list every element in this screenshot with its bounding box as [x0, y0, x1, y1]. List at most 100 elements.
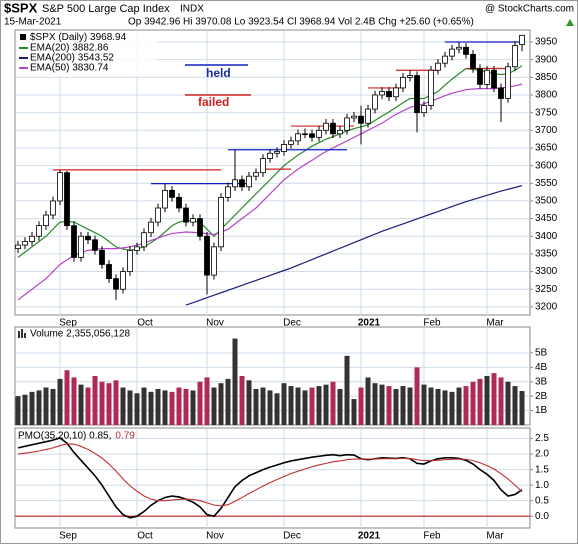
- candle-body: [449, 48, 455, 57]
- candle-body: [43, 214, 49, 227]
- volume-bar: [99, 381, 105, 425]
- candle-body: [491, 69, 497, 89]
- candle-body: [344, 117, 350, 131]
- candle-body: [15, 244, 21, 250]
- volume-bar: [162, 390, 168, 425]
- x-tick-label: Oct: [137, 318, 153, 329]
- candle-body: [358, 115, 364, 124]
- candle-body: [36, 225, 42, 237]
- y-tick-label: 3250: [535, 284, 558, 295]
- candle-body: [281, 144, 287, 152]
- x-tick-label: Mar: [486, 531, 504, 542]
- volume-bar: [274, 393, 280, 425]
- candle-body: [120, 271, 126, 290]
- annotations: held failed: [185, 64, 251, 109]
- candle-body: [246, 175, 252, 188]
- volume-bar: [141, 387, 147, 425]
- legend-label: $SPX (Daily) 3968.94: [30, 32, 127, 43]
- volume-bar: [246, 380, 252, 425]
- volume-bar: [365, 377, 371, 425]
- volume-icon: [21, 329, 23, 338]
- volume-bar: [505, 381, 511, 425]
- volume-bar: [323, 384, 329, 425]
- volume-bar: [456, 387, 462, 425]
- volume-bar: [337, 388, 343, 425]
- volume-bar: [281, 383, 287, 425]
- candle-body: [274, 151, 280, 154]
- candle-body: [260, 158, 266, 174]
- volume-bar: [519, 391, 525, 425]
- volume-bar: [78, 384, 84, 425]
- candle-body: [456, 46, 462, 50]
- y-tick-label: 1B: [535, 405, 548, 416]
- volume-bar: [330, 381, 336, 425]
- candle-body: [99, 249, 105, 265]
- volume-bar: [491, 373, 497, 425]
- volume-bar: [218, 383, 224, 425]
- candle-body: [50, 200, 56, 216]
- candle-body: [505, 66, 511, 99]
- candle-body: [470, 53, 476, 69]
- y-tick-label: 2.5: [535, 433, 549, 444]
- candle-body: [267, 152, 273, 159]
- volume-bar: [470, 381, 476, 425]
- volume-bar: [85, 387, 91, 425]
- volume-bar: [351, 399, 357, 425]
- panel-subtitle: 0.79: [115, 431, 135, 442]
- y-tick-label: 3B: [535, 376, 548, 387]
- candle-body: [134, 246, 140, 251]
- x-tick-label: Sep: [59, 531, 77, 542]
- x-tick-label: Nov: [206, 318, 224, 329]
- legend-label: EMA(50) 3830.74: [30, 63, 109, 74]
- volume-bar: [92, 376, 98, 425]
- x-tick-label: 2021: [358, 318, 381, 329]
- pmo-line: [17, 443, 523, 507]
- candle-body: [71, 225, 77, 258]
- plot-area: Volume 2,355,056,128: [15, 329, 525, 425]
- candle-body: [337, 129, 343, 135]
- y-tick-label: 5B: [535, 348, 548, 359]
- y-tick-label: 1.5: [535, 464, 549, 475]
- date: 15-Mar-2021: [4, 17, 62, 28]
- candle-body: [148, 221, 154, 234]
- ema-line: [185, 184, 523, 306]
- x-tick-label: Dec: [283, 531, 301, 542]
- volume-bar: [463, 386, 469, 425]
- candle-body: [407, 75, 413, 78]
- candle-body: [477, 68, 483, 85]
- volume-bar: [379, 384, 385, 425]
- candle-body: [316, 129, 322, 138]
- volume-bar: [204, 377, 210, 425]
- volume-bar: [498, 377, 504, 425]
- candle-body: [400, 76, 406, 89]
- y-tick-label: 3750: [535, 107, 558, 118]
- x-tick-label: Feb: [423, 318, 441, 329]
- panel-bg: [14, 427, 531, 529]
- volume-bar: [421, 384, 427, 425]
- candle-body: [127, 249, 133, 272]
- volume-bar: [372, 383, 378, 425]
- volume-bar: [295, 387, 301, 425]
- y-tick-label: 0.0: [535, 511, 549, 522]
- volume-bar: [155, 388, 161, 425]
- y-tick-label: 3200: [535, 302, 558, 313]
- candle-body: [323, 122, 329, 131]
- volume-bar: [288, 386, 294, 425]
- candle-body: [414, 75, 420, 114]
- panel-title: PMO(35,20,10) 0.85,: [18, 431, 111, 442]
- volume-bar: [71, 377, 77, 425]
- source: @ StockCharts.com: [485, 4, 574, 15]
- y-tick-label: 3500: [535, 196, 558, 207]
- price-panel: 3200 3250 3300 3350 3400 3450 3500 3550 3600 3650…: [14, 29, 558, 329]
- volume-bar: [435, 388, 441, 425]
- candle-body: [421, 105, 427, 114]
- candle-body: [106, 264, 112, 280]
- volume-bar: [442, 390, 448, 425]
- candle-body: [29, 235, 35, 242]
- x-tick-label: Nov: [206, 531, 224, 542]
- y-tick-label: 3350: [535, 249, 558, 260]
- candle-body: [57, 172, 63, 202]
- quote: Op 3942.96 Hi 3970.08 Lo 3923.54 Cl 3968…: [128, 17, 474, 28]
- y-tick-label: 4B: [535, 362, 548, 373]
